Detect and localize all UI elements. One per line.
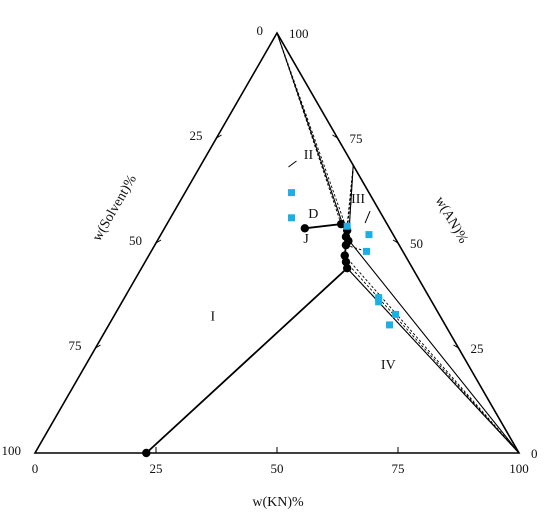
solubility-point [340, 251, 349, 260]
tick-labels: 0 0 0 25 25 25 50 50 50 75 75 75 100 100 100 [2, 23, 538, 476]
tie-line [276, 32, 348, 231]
boundary-line [276, 32, 349, 242]
left-tick-label: 25 [190, 128, 203, 143]
tie-line [344, 255, 520, 454]
bottom-tick-label: 0 [32, 461, 39, 476]
bottom-tick-label: 50 [271, 461, 284, 476]
solubility-point [300, 224, 310, 233]
bottom-tick-label: 100 [509, 461, 529, 476]
boundary-lines [276, 32, 520, 454]
mixture-point [392, 310, 400, 318]
region-label-d: D [308, 207, 318, 222]
tie-line [345, 244, 367, 252]
mixture-point [288, 214, 296, 222]
left-tick [95, 344, 101, 349]
region-label-i: I [211, 310, 216, 325]
bottom-axis-title: w(KN)% [252, 495, 304, 510]
right-tick [332, 134, 338, 139]
mixture-point [288, 189, 296, 197]
solubility-curve-line [145, 223, 350, 454]
bottom-tick-label: 25 [150, 461, 163, 476]
region-label-j: J [303, 232, 309, 247]
mixture-point [343, 222, 351, 230]
solubility-point [336, 219, 346, 229]
region-ii-leader [288, 160, 297, 168]
mixture-point [365, 231, 373, 239]
tick-marks [95, 134, 459, 453]
solubility-point [341, 232, 351, 241]
bottom-tick-label: 75 [392, 461, 405, 476]
mixture-point [375, 298, 383, 306]
solubility-point [142, 448, 151, 458]
region-label-iii: III [351, 192, 365, 207]
right-tick-label: 25 [471, 341, 484, 356]
right-tick-label: 0 [531, 446, 538, 461]
right-tick-label: 100 [289, 26, 309, 41]
solubility-point [341, 257, 351, 267]
right-tick [392, 239, 399, 244]
solubility-curve [142, 219, 353, 458]
left-tick [216, 134, 222, 139]
mixture-point [375, 294, 383, 302]
right-tick-label: 50 [410, 236, 423, 251]
left-tick-label: 50 [129, 233, 142, 248]
left-tick [155, 239, 162, 244]
right-tick-label: 75 [350, 131, 363, 146]
solubility-point [342, 264, 352, 273]
region-label-ii: II [304, 148, 314, 163]
left-tick-label: 75 [69, 338, 82, 353]
region-iii-leader [364, 210, 371, 224]
region-label-iv: IV [381, 358, 396, 373]
left-tick-label: 0 [257, 23, 264, 38]
triangle-outline [33, 31, 521, 454]
boundary-line [345, 236, 520, 454]
mixture-point [363, 247, 371, 255]
boundary-line [346, 267, 520, 454]
left-tick-label: 100 [2, 443, 22, 458]
mixture-points [288, 189, 400, 329]
triangle-frame [33, 31, 521, 454]
tie-line [345, 261, 520, 454]
right-axis-title: w(AN)% [432, 194, 471, 246]
mixture-point [386, 321, 394, 329]
right-tick [453, 344, 459, 349]
